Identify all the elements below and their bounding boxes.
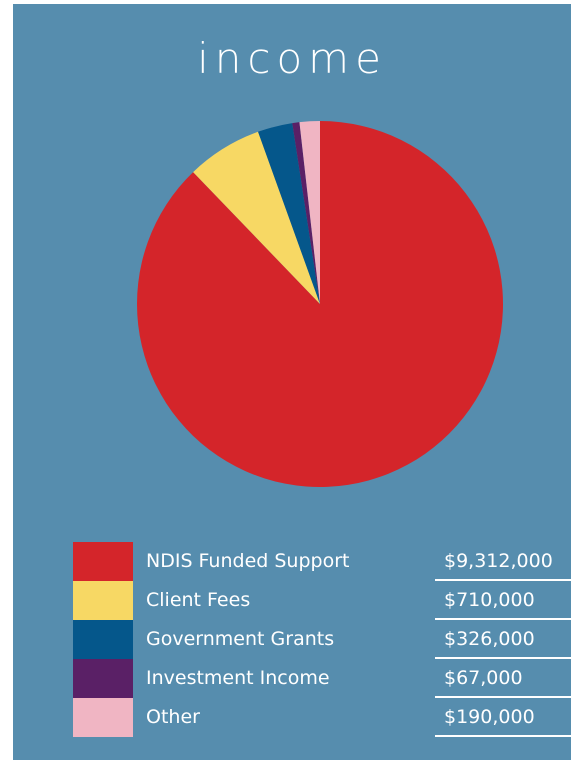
- legend-label: Client Fees: [146, 589, 251, 611]
- pie-slice-government-grants: [258, 123, 320, 305]
- legend-label: Investment Income: [146, 667, 330, 689]
- legend-value-underline: [435, 579, 571, 581]
- legend-value: $190,000: [444, 706, 535, 728]
- legend-swatch: [73, 620, 133, 659]
- legend: NDIS Funded Support $9,312,000 Client Fees…: [73, 542, 571, 737]
- pie-slice-client-fees: [193, 131, 320, 304]
- legend-value-underline: [435, 696, 571, 698]
- legend-swatch: [73, 542, 133, 581]
- legend-value-underline: [435, 618, 571, 620]
- legend-item: Investment Income $67,000: [73, 659, 571, 698]
- legend-swatch: [73, 581, 133, 620]
- legend-value-underline: [435, 657, 571, 659]
- legend-label: Other: [146, 706, 200, 728]
- legend-label: NDIS Funded Support: [146, 550, 350, 572]
- legend-swatch: [73, 659, 133, 698]
- legend-item: Government Grants $326,000: [73, 620, 571, 659]
- legend-value-underline: [435, 735, 571, 737]
- legend-value: $9,312,000: [444, 550, 553, 572]
- pie-slice-ndis-funded-support: [137, 121, 504, 488]
- legend-item: Client Fees $710,000: [73, 581, 571, 620]
- pie-slice-investment-income: [292, 122, 320, 304]
- legend-value: $67,000: [444, 667, 523, 689]
- legend-swatch: [73, 698, 133, 737]
- pie-slice-other: [299, 121, 320, 304]
- legend-label: Government Grants: [146, 628, 335, 650]
- legend-item: Other $190,000: [73, 698, 571, 737]
- legend-value: $326,000: [444, 628, 535, 650]
- chart-title: income: [197, 34, 387, 83]
- legend-value: $710,000: [444, 589, 535, 611]
- pie-chart: [137, 121, 504, 488]
- income-panel: income NDIS Funded Support $9,312,000 Clie…: [13, 4, 571, 760]
- legend-item: NDIS Funded Support $9,312,000: [73, 542, 571, 581]
